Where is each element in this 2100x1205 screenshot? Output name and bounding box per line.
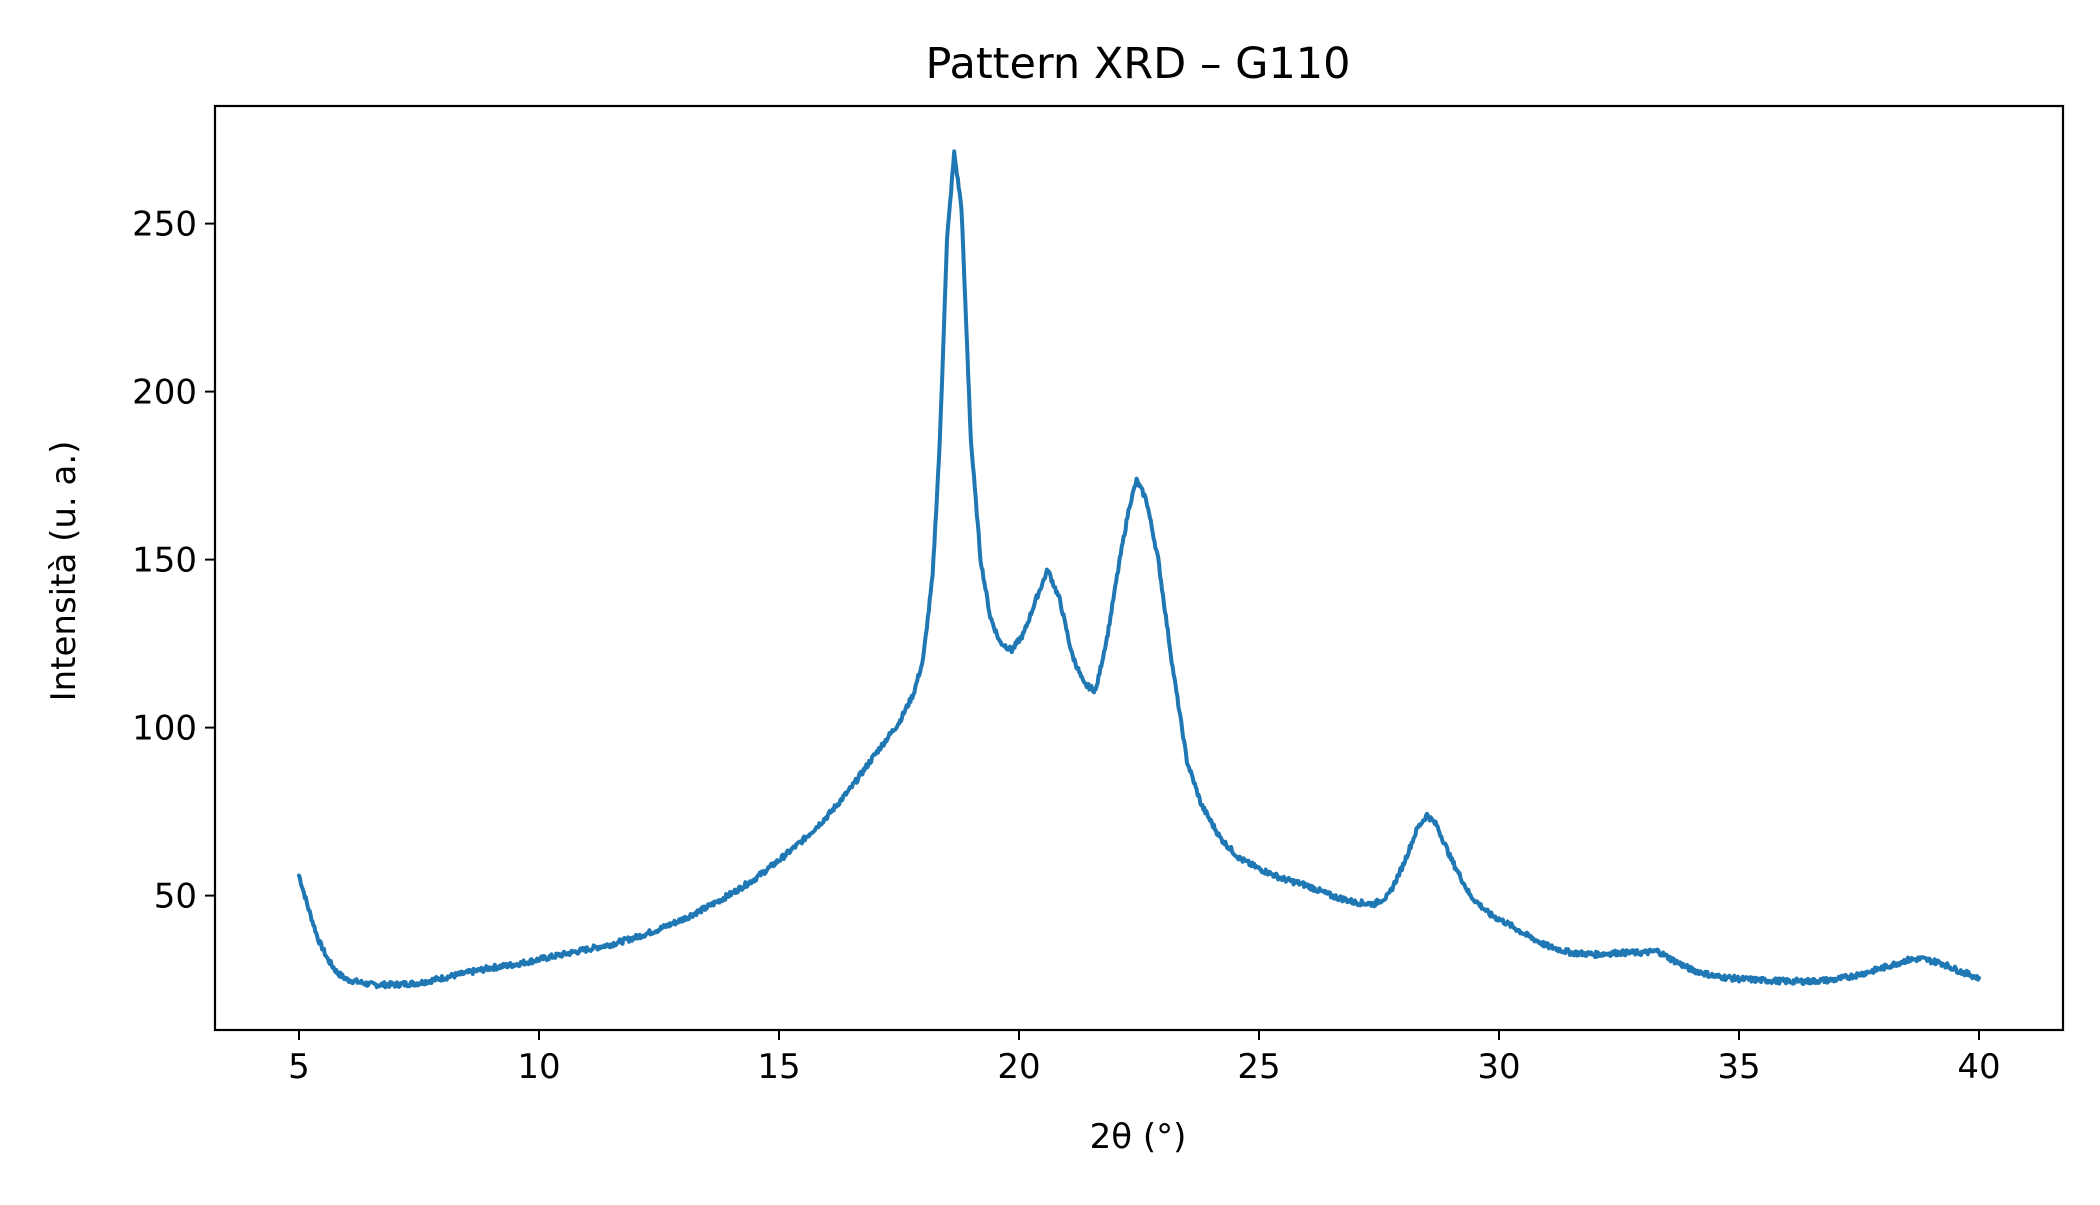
series-layer (297, 149, 1981, 990)
x-tick-label: 10 (517, 1047, 560, 1087)
y-axis-label: Intensità (u. a.) (44, 441, 84, 702)
y-tick-label: 250 (132, 205, 197, 245)
x-axis-label: 2θ (°) (1090, 1117, 1187, 1157)
plot-frame (213, 104, 2065, 1032)
x-tick-label: 15 (757, 1047, 800, 1087)
y-tick-label: 150 (132, 541, 197, 581)
x-tick-label: 40 (1957, 1047, 2000, 1087)
tick-layer: 5 10 15 20 25 30 35 40 50 100 150 200 250 (132, 205, 2001, 1087)
x-tick-label: 5 (288, 1047, 310, 1087)
y-tick-label: 200 (132, 373, 197, 413)
xrd-series-line (297, 149, 1981, 990)
x-tick-label: 20 (997, 1047, 1040, 1087)
x-tick-label: 25 (1237, 1047, 1280, 1087)
chart-title: Pattern XRD – G110 (925, 39, 1350, 89)
y-tick-label: 100 (132, 709, 197, 749)
x-tick-label: 35 (1717, 1047, 1760, 1087)
x-tick-label: 30 (1477, 1047, 1520, 1087)
y-tick-label: 50 (154, 877, 197, 917)
